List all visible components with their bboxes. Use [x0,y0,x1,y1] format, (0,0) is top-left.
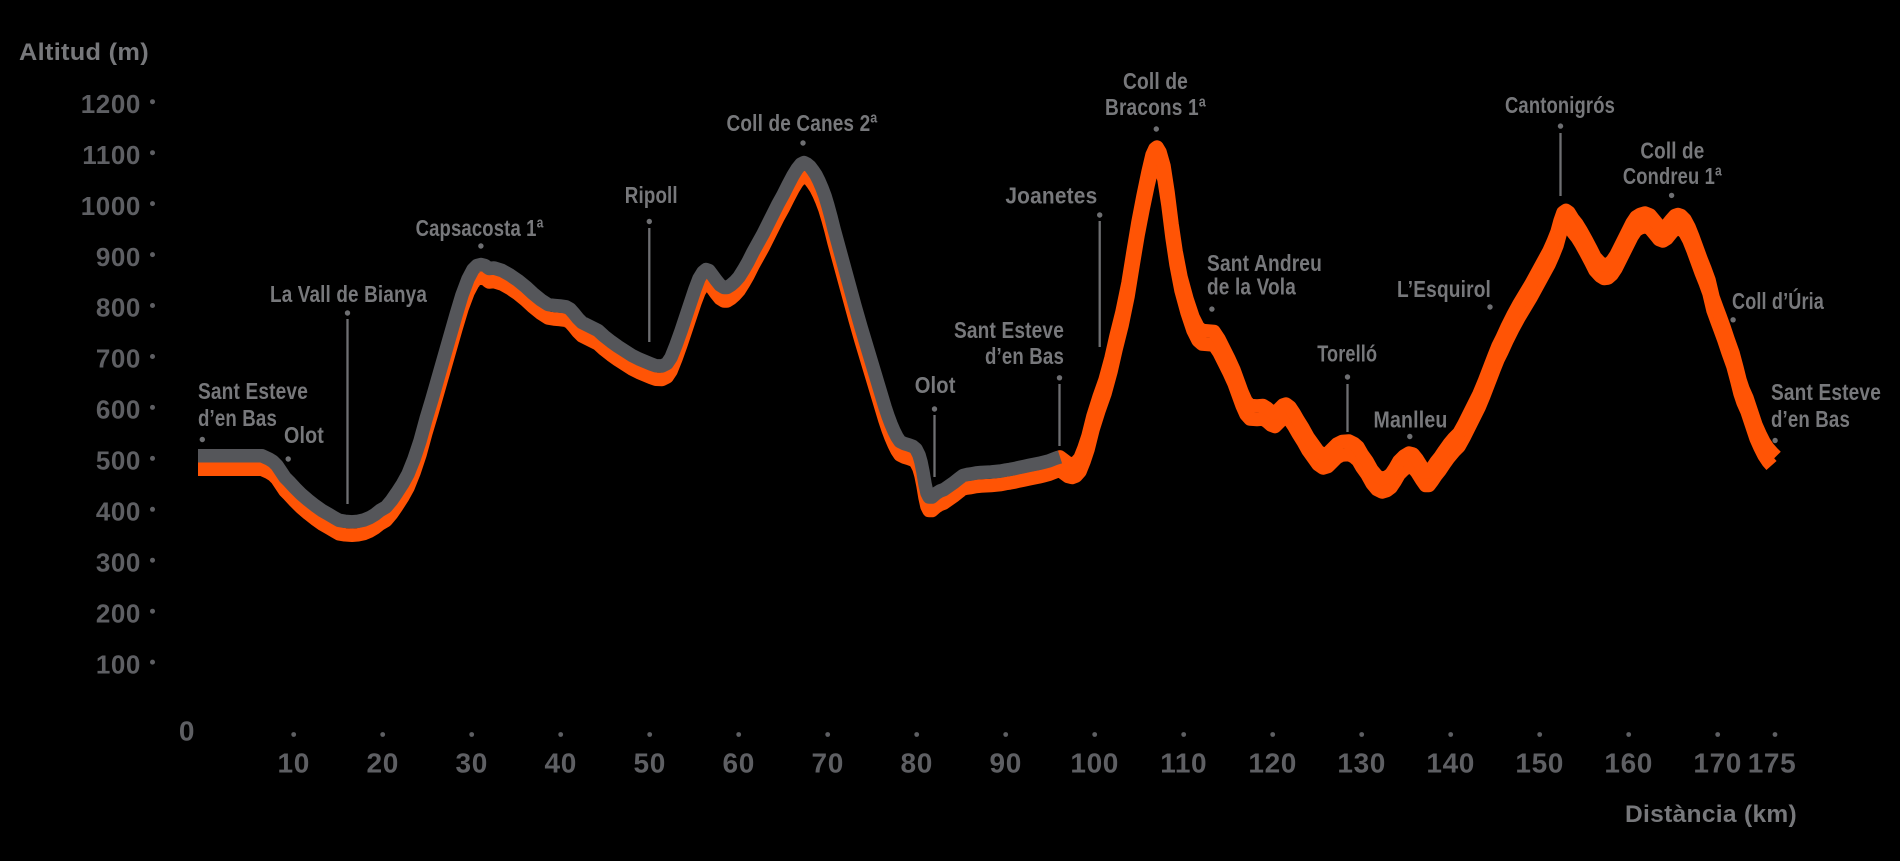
svg-text:Coll d’Úria: Coll d’Úria [1732,287,1824,314]
svg-text:La Vall de Bianya: La Vall de Bianya [270,281,427,307]
svg-text:50: 50 [634,748,666,779]
svg-text:Manlleu: Manlleu [1374,406,1448,432]
svg-text:L’Esquirol: L’Esquirol [1397,276,1491,302]
svg-text:400: 400 [96,497,141,527]
svg-text:150: 150 [1515,748,1564,779]
svg-text:Capsacosta 1ª: Capsacosta 1ª [416,215,544,241]
svg-text:Sant Esteve: Sant Esteve [1771,379,1881,405]
svg-text:Bracons 1ª: Bracons 1ª [1105,94,1206,120]
svg-text:Altitud (m): Altitud (m) [19,39,149,66]
svg-text:10: 10 [278,748,310,779]
svg-text:de la Vola: de la Vola [1207,274,1296,300]
svg-text:Coll de: Coll de [1123,68,1188,94]
svg-text:1100: 1100 [82,140,141,170]
svg-text:900: 900 [96,242,141,272]
svg-text:Ripoll: Ripoll [625,182,678,208]
svg-text:Cantonigrós: Cantonigrós [1505,92,1615,118]
svg-text:30: 30 [456,748,488,779]
svg-text:170: 170 [1693,748,1742,779]
svg-text:1000: 1000 [81,191,141,221]
svg-text:700: 700 [96,344,141,374]
svg-text:Condreu 1ª: Condreu 1ª [1623,163,1722,189]
svg-text:80: 80 [901,748,933,779]
svg-text:Olot: Olot [284,422,324,448]
svg-text:90: 90 [990,748,1022,779]
svg-text:Coll de: Coll de [1640,138,1704,164]
svg-text:40: 40 [545,748,577,779]
svg-text:d’en Bas: d’en Bas [1771,406,1850,432]
svg-text:Coll de Canes 2ª: Coll de Canes 2ª [727,110,878,136]
svg-text:Joanetes: Joanetes [1005,183,1097,209]
svg-text:20: 20 [367,748,399,779]
svg-text:100: 100 [96,649,141,679]
svg-text:800: 800 [96,293,141,323]
svg-text:100: 100 [1070,748,1119,779]
svg-text:0: 0 [179,716,195,747]
svg-text:130: 130 [1337,748,1386,779]
svg-text:Sant Andreu: Sant Andreu [1207,250,1322,276]
svg-text:60: 60 [723,748,755,779]
svg-text:160: 160 [1604,748,1653,779]
svg-text:Sant Esteve: Sant Esteve [954,317,1064,343]
svg-text:Sant Esteve: Sant Esteve [198,378,308,404]
svg-text:70: 70 [812,748,844,779]
svg-text:Olot: Olot [915,372,956,398]
svg-text:200: 200 [96,598,141,628]
svg-text:500: 500 [96,446,141,476]
svg-text:d’en Bas: d’en Bas [985,343,1064,369]
svg-text:1200: 1200 [81,89,141,119]
svg-text:300: 300 [96,547,141,577]
svg-text:600: 600 [96,395,141,425]
svg-text:d’en Bas: d’en Bas [198,405,277,431]
svg-text:140: 140 [1426,748,1475,779]
svg-text:110: 110 [1160,748,1207,779]
svg-text:175: 175 [1748,748,1797,779]
svg-text:120: 120 [1248,748,1297,779]
svg-text:Torelló: Torelló [1317,341,1377,367]
svg-text:Distància (km): Distància (km) [1625,801,1797,828]
